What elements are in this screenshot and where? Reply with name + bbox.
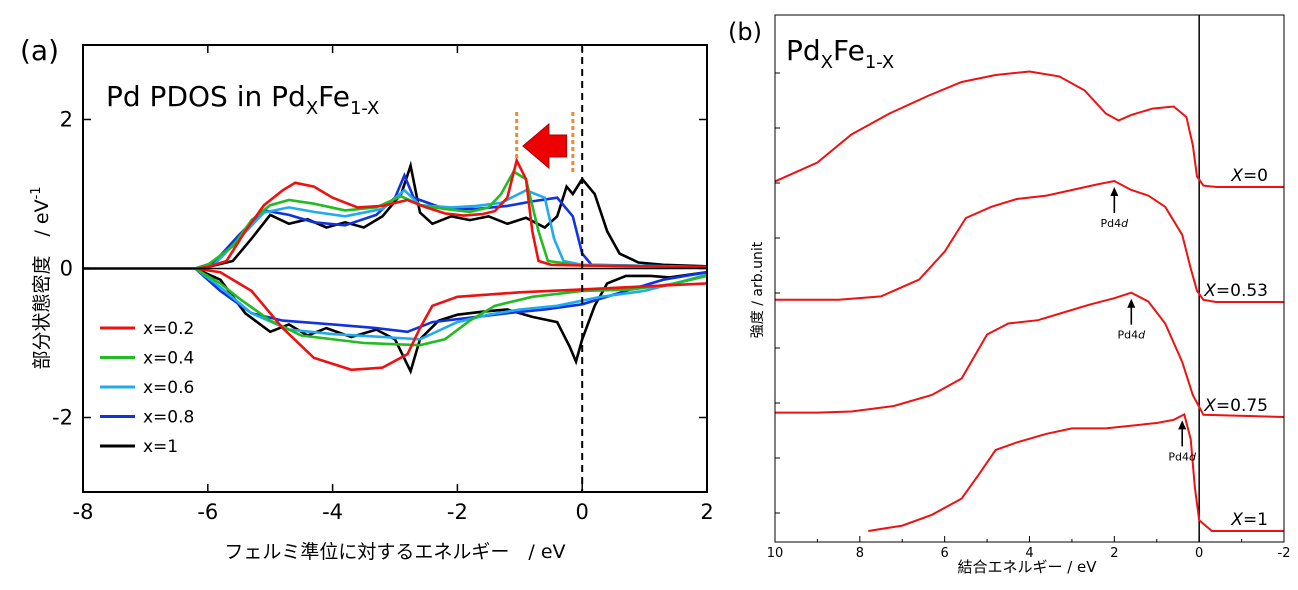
x-tick-label-b: 6	[941, 546, 949, 561]
panel-a-y-axis-label: 部分状態密度 / eV-1	[29, 186, 53, 369]
annotation-label: Pd4d	[1168, 450, 1197, 463]
shift-arrow-icon	[522, 122, 568, 170]
spectrum-line	[775, 291, 1285, 418]
legend-entry: x=1	[143, 437, 178, 457]
x-tick-label: -8	[73, 500, 94, 524]
panel-b-y-axis-label: 強度 / arb.unit	[750, 241, 766, 338]
panel-b-x-axis-label: 結合エネルギー / eV	[957, 558, 1097, 576]
x-tick-label: 2	[700, 500, 713, 524]
panel-b: (b) PdXFe1-X 強度 / arb.unit 結合エネルギー / eV …	[728, 14, 1291, 576]
panel-a-label: (a)	[20, 34, 59, 67]
x-tick-label: -6	[197, 500, 218, 524]
legend-entry: x=0.2	[143, 319, 194, 339]
series-line-x-1-spin-up	[83, 160, 708, 270]
spectrum-label: X=0	[1230, 166, 1268, 186]
y-tick-label: -2	[52, 406, 73, 430]
x-tick-label-b: 2	[1110, 546, 1118, 561]
spectrum-line	[774, 70, 1284, 188]
x-tick-label: -2	[447, 500, 468, 524]
spectrum-line	[868, 412, 1284, 532]
y-tick-label: 0	[60, 257, 73, 281]
x-tick-label: 0	[576, 500, 589, 524]
legend-entry: x=0.6	[143, 378, 194, 398]
panel-a-x-axis-label: フェルミ準位に対するエネルギー / eV	[224, 541, 565, 563]
x-tick-label-b: 0	[1195, 546, 1203, 561]
series-line-x-0.4-spin-up	[83, 169, 708, 270]
y-tick-label: 2	[60, 108, 73, 132]
spectrum-line	[775, 179, 1284, 303]
panel-a: (a) Pd PDOS in PdXFe1-X 部分状態密度 / eV-1 フェ…	[20, 34, 714, 563]
up-arrow-icon	[1178, 420, 1187, 430]
series-line-x-0.6-spin-down	[83, 267, 708, 341]
series-line-x-0.2-spin-up	[83, 156, 708, 270]
up-arrow-icon	[1110, 187, 1119, 197]
legend-entry: x=0.4	[143, 349, 194, 369]
panel-b-label: (b)	[728, 18, 762, 46]
legend-entry: x=0.8	[143, 408, 194, 428]
x-tick-label-b: 10	[767, 546, 784, 561]
spectrum-label: X=1	[1230, 510, 1268, 530]
series-line-x-0.4-spin-down	[83, 267, 708, 347]
panel-a-title: Pd PDOS in PdXFe1-X	[106, 80, 379, 119]
spectrum-label: X=0.75	[1203, 396, 1268, 416]
annotation-label: Pd4d	[1117, 329, 1146, 342]
x-tick-label-b: 4	[1025, 546, 1033, 561]
series-line-x-1-spin-down	[83, 267, 708, 375]
annotation-label: Pd4d	[1101, 217, 1130, 230]
spectrum-label: X=0.53	[1203, 281, 1268, 301]
up-arrow-icon	[1127, 298, 1136, 308]
series-line-x-0.8-spin-up	[83, 172, 708, 270]
plot-frame-b	[774, 14, 1285, 543]
panel-b-title: PdXFe1-X	[786, 34, 894, 73]
x-tick-label-b: 8	[856, 546, 864, 561]
x-tick-label: -4	[322, 500, 343, 524]
x-tick-label-b: -2	[1278, 546, 1291, 561]
series-line-x-0.2-spin-down	[83, 267, 708, 372]
